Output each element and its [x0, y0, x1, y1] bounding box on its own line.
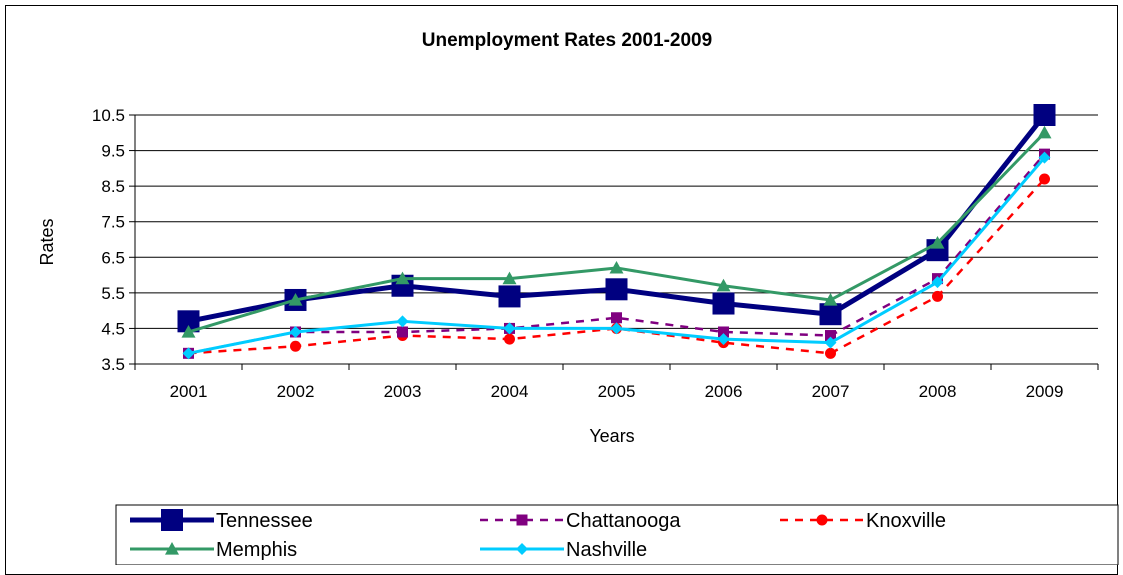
point-nashville-marker [1038, 151, 1051, 164]
y-tick-label: 5.5 [101, 284, 125, 303]
point-chattanooga-marker [825, 330, 836, 342]
point-nashville-marker [610, 322, 623, 335]
point-memphis-marker [716, 278, 731, 292]
legend-label: Chattanooga [566, 510, 681, 532]
point-knoxville-marker [932, 290, 943, 302]
y-tick-labels: 3.5 4.5 5.5 6.5 7.5 8.5 9.5 10.5 [92, 106, 125, 374]
legend-item-tennessee: Tennessee [130, 509, 313, 532]
point-memphis-marker [502, 271, 517, 285]
x-tick-label: 2004 [491, 382, 529, 401]
series-memphis [181, 125, 1052, 338]
point-nashville-marker [824, 336, 837, 349]
point-tennessee-marker [605, 278, 628, 301]
point-tennessee-marker [1033, 104, 1056, 126]
point-chattanooga-marker [611, 312, 622, 324]
legend-item-memphis: Memphis [130, 539, 297, 561]
point-memphis-marker [181, 324, 196, 338]
x-tick-label: 2006 [705, 382, 743, 401]
series-line-chattanooga [188, 153, 1046, 355]
legend-label: Tennessee [216, 510, 313, 532]
y-tick-label: 3.5 [101, 355, 125, 374]
point-nashville-marker [396, 315, 409, 328]
point-chattanooga-marker [718, 326, 729, 338]
x-tick-label: 2008 [919, 382, 957, 401]
legend-item-nashville: Nashville [480, 539, 647, 561]
legend-item-knoxville: Knoxville [780, 510, 946, 532]
x-tick-label: 2005 [598, 382, 636, 401]
point-knoxville-marker [1039, 173, 1050, 185]
legend: Tennessee Chattanooga Knoxville Memphis Nash… [130, 509, 946, 561]
chart-title: Unemployment Rates 2001-2009 [422, 30, 712, 51]
legend-chattanooga-marker [516, 514, 528, 526]
legend-label: Knoxville [866, 510, 946, 532]
axes [129, 114, 1099, 370]
legend-memphis-marker [165, 542, 179, 555]
y-tick-label: 4.5 [101, 319, 125, 338]
point-chattanooga-marker [397, 326, 408, 338]
point-memphis-marker [395, 271, 410, 285]
point-tennessee-marker [498, 285, 521, 308]
x-tick-label: 2003 [384, 382, 422, 401]
x-axis-label: Years [589, 426, 634, 446]
point-memphis-marker [823, 292, 838, 306]
chart-frame [5, 5, 1118, 575]
y-tick-label: 8.5 [101, 177, 125, 196]
x-tick-labels: 2001 2002 2003 2004 2005 2006 2007 2008 2009 [170, 382, 1064, 401]
point-tennessee-marker [177, 310, 200, 333]
point-knoxville-marker [825, 347, 836, 359]
point-memphis-marker [1037, 125, 1052, 139]
point-nashville-marker [931, 276, 944, 289]
x-tick-label: 2002 [277, 382, 315, 401]
y-tick-label: 10.5 [92, 106, 125, 125]
legend-tennessee-marker [161, 509, 183, 531]
point-memphis-marker [609, 260, 624, 274]
y-axis-label: Rates [37, 218, 57, 265]
y-tick-label: 7.5 [101, 213, 125, 232]
point-memphis-marker [288, 292, 303, 306]
series-line-memphis [188, 131, 1046, 334]
x-tick-label: 2009 [1026, 382, 1064, 401]
series-lines [177, 104, 1056, 360]
point-knoxville-marker [290, 340, 301, 352]
legend-label: Memphis [216, 539, 297, 561]
series-nashville [182, 151, 1051, 360]
legend-nashville-marker [516, 543, 528, 555]
x-tick-label: 2001 [170, 382, 208, 401]
point-tennessee-marker [819, 303, 842, 326]
point-nashville-marker [289, 325, 302, 338]
y-tick-label: 6.5 [101, 248, 125, 267]
point-nashville-marker [503, 322, 516, 335]
series-line-knoxville [188, 178, 1046, 355]
legend-knoxville-marker [816, 514, 828, 526]
point-tennessee-marker [712, 292, 735, 315]
y-tick-label: 9.5 [101, 142, 125, 161]
x-tick-label: 2007 [812, 382, 850, 401]
legend-item-chattanooga: Chattanooga [480, 510, 681, 532]
point-nashville-marker [182, 347, 195, 360]
legend-box [115, 504, 1119, 565]
point-knoxville-marker [504, 333, 515, 345]
point-memphis-marker [930, 236, 945, 249]
point-nashville-marker [717, 333, 730, 346]
legend-label: Nashville [566, 539, 647, 561]
